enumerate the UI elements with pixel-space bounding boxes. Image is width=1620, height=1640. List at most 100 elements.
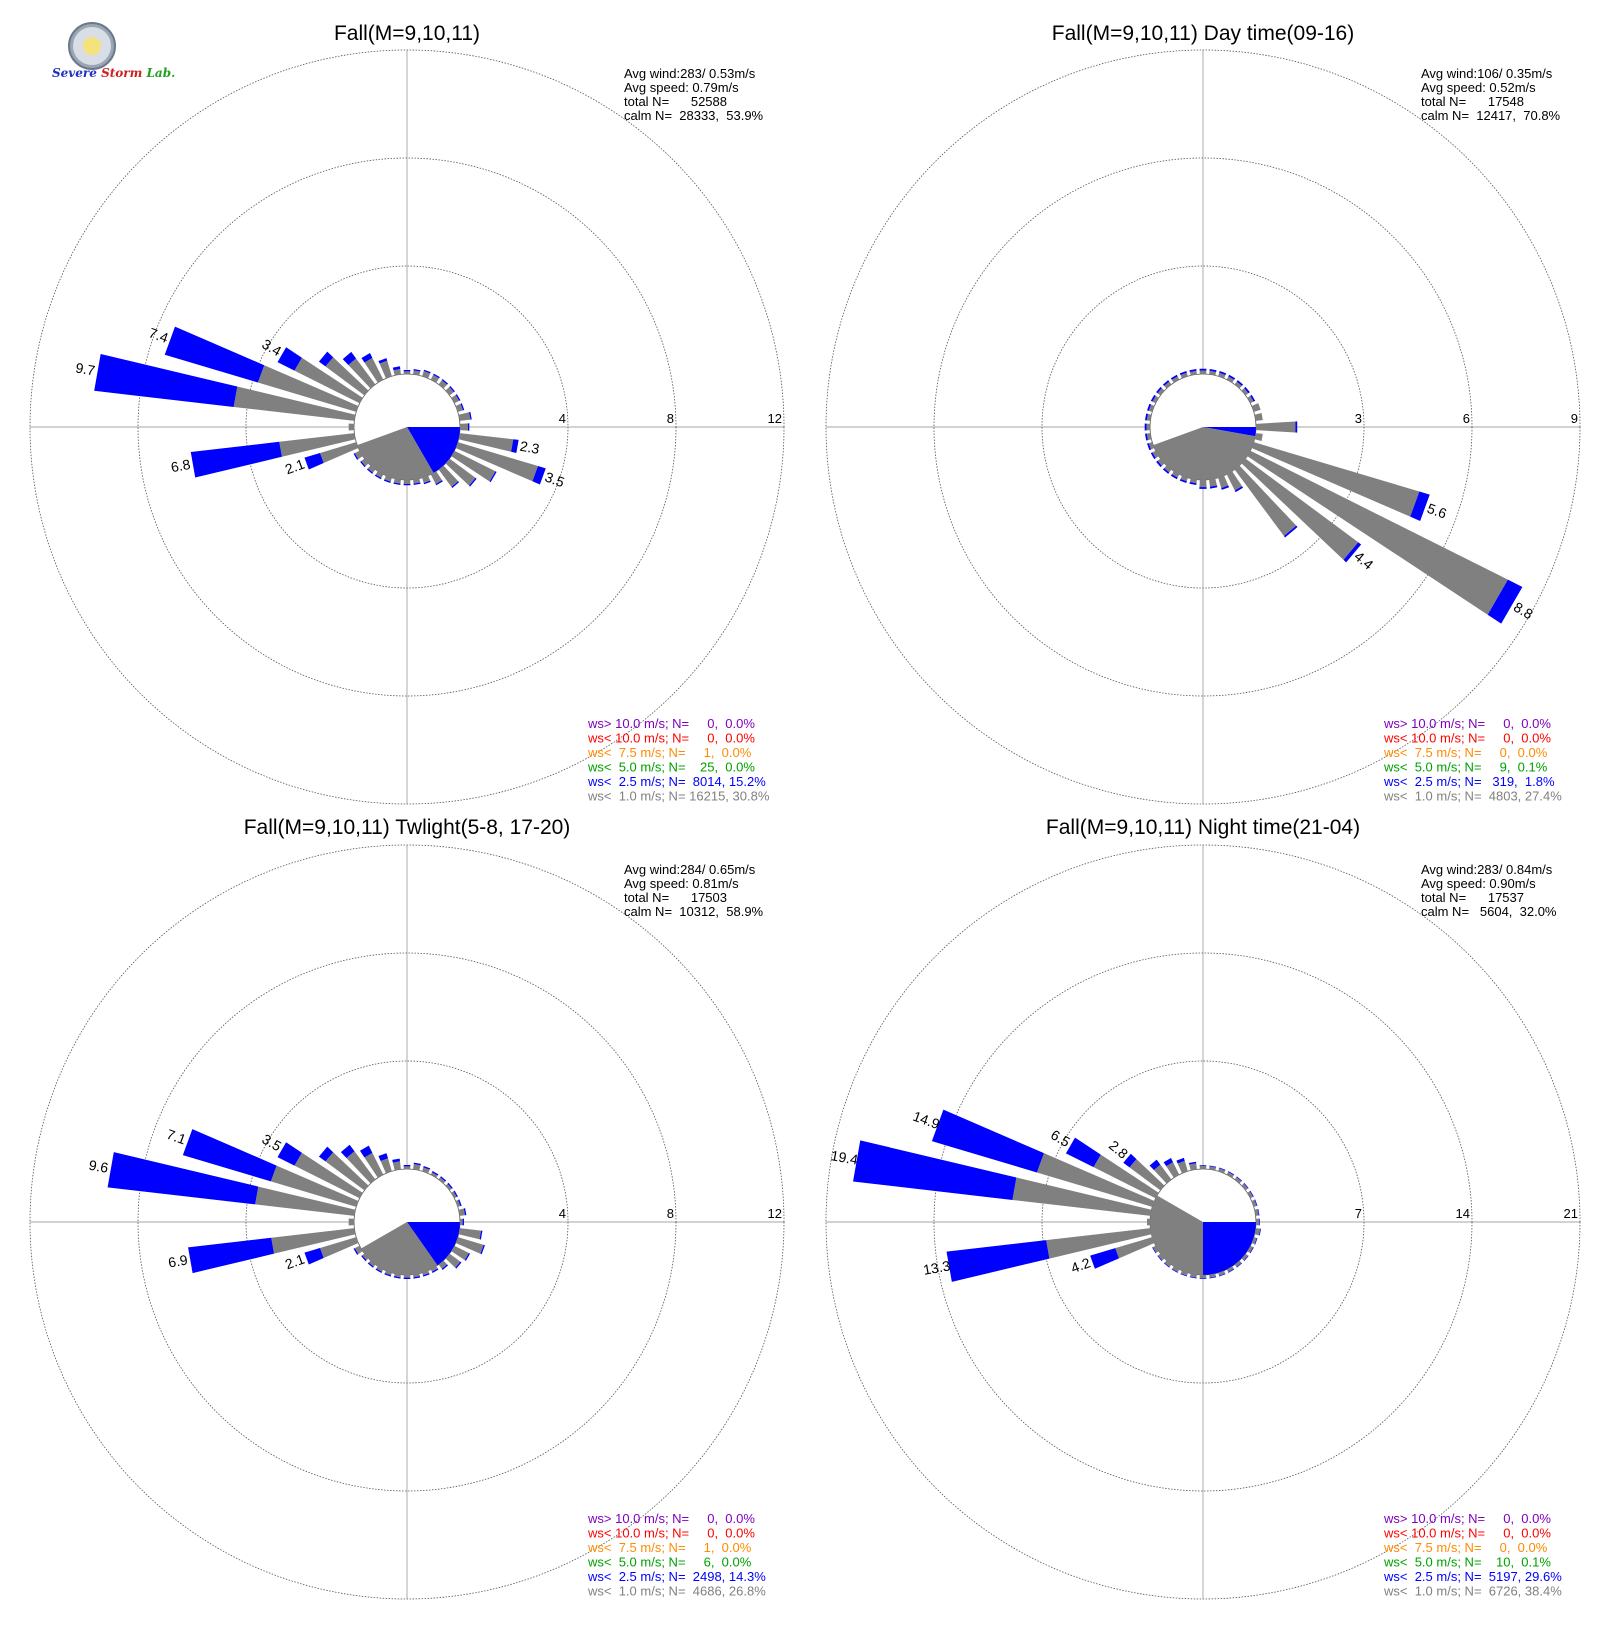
bar-segment-blue	[1243, 1255, 1249, 1262]
bar-value-label: 14.9	[911, 1108, 942, 1132]
bar-segment-blue	[1219, 1167, 1226, 1171]
bar-segment-blue	[1209, 368, 1217, 372]
lab-logo: Severe Storm Lab.	[52, 22, 175, 84]
bar-segment-blue	[359, 1145, 373, 1158]
bar-segment-gray	[1172, 1266, 1180, 1273]
bar-segment-gray	[1157, 1253, 1165, 1261]
bar-segment-blue	[1179, 371, 1187, 376]
bar-segment-blue	[1189, 482, 1197, 486]
bar-segment-blue	[480, 1244, 485, 1255]
bar-segment-gray	[1189, 1163, 1197, 1171]
bar-segment-gray	[459, 423, 468, 431]
grid-ring	[29, 49, 785, 805]
calm-sector-gray	[1150, 1195, 1203, 1275]
legend-entry: ws< 1.0 m/s; N= 4803, 27.4%	[1383, 789, 1562, 804]
bar-segment-gray	[361, 458, 369, 467]
bar-segment-gray	[393, 368, 401, 376]
legend-entry: ws> 10.0 m/s; N= 0, 0.0%	[587, 1511, 755, 1526]
bar-segment-blue	[1199, 368, 1207, 371]
bar-segment-gray	[1254, 1209, 1259, 1216]
bar-segment-gray	[271, 1228, 356, 1254]
legend-entry: ws< 1.0 m/s; N= 6726, 38.4%	[1383, 1584, 1562, 1599]
bar-segment-gray	[1190, 1273, 1197, 1278]
bar-segment-blue	[1150, 394, 1156, 402]
bar-segment-gray	[1255, 421, 1296, 433]
bar-segment-gray	[1247, 1191, 1254, 1199]
bar-value-label: 9.6	[88, 1157, 110, 1176]
bar-segment-gray	[430, 1172, 438, 1178]
bar-segment-gray	[1180, 475, 1188, 482]
bar-segment-blue	[378, 358, 388, 364]
bar-segment-gray	[1012, 1177, 1152, 1216]
bar-segment-blue	[1179, 478, 1187, 483]
bar-segment-blue	[460, 403, 465, 411]
bar-value-label: 13.3	[922, 1257, 952, 1278]
bar-segment-gray	[325, 1152, 369, 1191]
bar-segment-blue	[422, 1273, 430, 1277]
grid-ring	[137, 157, 677, 697]
bar-segment-blue	[441, 379, 449, 385]
bar-segment-gray	[451, 1191, 457, 1199]
bar-segment-blue	[453, 1190, 459, 1198]
bar-segment-blue	[1209, 1276, 1217, 1279]
ring-label: 6	[1463, 411, 1470, 426]
bar-segment-blue	[441, 1264, 449, 1270]
bar-segment-blue	[318, 1146, 334, 1162]
ring-label: 7	[1355, 1206, 1362, 1221]
bar-segment-blue	[1221, 485, 1230, 490]
bar-segment-gray	[413, 478, 421, 484]
bar-segment-gray	[392, 1161, 401, 1171]
bar-segment-gray	[459, 1218, 463, 1226]
bar-segment-gray	[413, 1163, 421, 1171]
bar-value-label: 19.4	[830, 1147, 860, 1168]
bar-segment-blue	[469, 411, 472, 420]
bar-value-label: 6.5	[1048, 1126, 1073, 1150]
bar-segment-gray	[403, 371, 411, 375]
bar-segment-blue	[393, 482, 401, 486]
grid-ring	[1041, 265, 1365, 589]
bar-segment-blue	[931, 1109, 1044, 1173]
stat-line: total N= 17548	[1421, 94, 1524, 109]
bar-segment-blue	[1234, 486, 1244, 493]
bar-segment-gray	[1254, 413, 1263, 421]
bar-segment-blue	[374, 474, 382, 480]
bar-segment-blue	[1152, 1247, 1157, 1254]
grid-ring	[933, 952, 1473, 1492]
bar-segment-gray	[362, 1253, 369, 1261]
logo-text-storm: Storm	[101, 66, 143, 80]
bar-segment-blue	[532, 466, 546, 485]
ring-label: 3	[1355, 411, 1362, 426]
bar-segment-blue	[423, 1166, 431, 1170]
bar-value-label: 2.1	[283, 456, 307, 478]
bar-segment-blue	[342, 351, 357, 365]
bar-segment-gray	[1093, 1154, 1159, 1199]
wind-rose-panel-1: Fall(M=9,10,11) 4 8 12 2.33.5 2.1 6.8 9.7 7.4 3.4…	[29, 22, 785, 805]
stat-line: calm N= 28333, 53.9%	[624, 108, 764, 123]
legend-entry: ws< 2.5 m/s; N= 319, 1.8%	[1383, 774, 1555, 789]
legend-entry: ws< 7.5 m/s; N= 1, 0.0%	[587, 1540, 752, 1555]
bar-value-label: 4.2	[1069, 1254, 1093, 1276]
bar-segment-gray	[1199, 479, 1207, 488]
bar-segment-gray	[354, 1245, 363, 1255]
legend-entry: ws< 7.5 m/s; N= 0, 0.0%	[1383, 1540, 1548, 1555]
bar-segment-blue	[489, 471, 497, 483]
chart-title: Fall(M=9,10,11) Twlight(5-8, 17-20)	[244, 816, 571, 839]
bar-segment-gray	[393, 478, 401, 484]
grid-ring	[245, 1060, 569, 1384]
bar-segment-blue	[1150, 452, 1156, 460]
bar-segment-blue	[431, 1170, 439, 1176]
bar-segment-gray	[279, 433, 356, 457]
bar-segment-gray	[1251, 442, 1420, 517]
bar-segment-blue	[455, 1261, 462, 1269]
bar-segment-blue	[1180, 1273, 1187, 1277]
legend-entry: ws< 5.0 m/s; N= 25, 0.0%	[587, 760, 755, 775]
bar-segment-gray	[1152, 450, 1159, 459]
bar-segment-gray	[1241, 1183, 1249, 1191]
stat-line: Avg wind:106/ 0.35m/s	[1421, 66, 1553, 81]
bar-segment-gray	[380, 1158, 392, 1174]
bar-segment-blue	[1295, 421, 1298, 433]
bar-segment-gray	[1152, 395, 1159, 404]
bar-segment-gray	[422, 1167, 430, 1174]
bar-segment-gray	[294, 1152, 363, 1199]
bar-segment-gray	[1180, 372, 1188, 379]
